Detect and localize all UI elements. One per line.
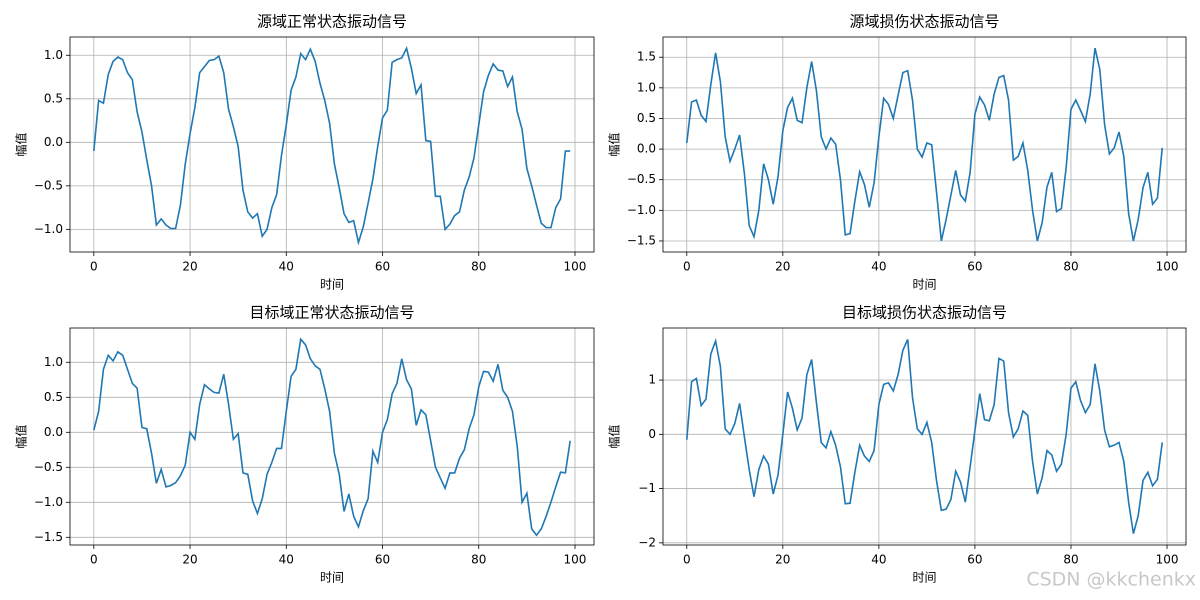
y-tick-label: −1.5 [34,530,63,544]
y-tick-label: −1.5 [627,233,656,247]
x-tick-label: 20 [182,553,197,567]
x-tick-label: 100 [1156,260,1179,274]
x-tick-label: 0 [90,553,98,567]
x-tick-label: 40 [279,260,294,274]
y-tick-label: −2 [638,535,656,549]
axes-frame [69,36,595,253]
x-tick-label: 40 [871,260,886,274]
y-axis-label: 幅值 [14,424,29,448]
x-tick-label: 80 [471,260,486,274]
line-series [685,338,1164,534]
y-tick-label: −1 [638,481,656,495]
x-axis-label: 时间 [912,571,936,585]
y-tick-label: 0.0 [44,425,63,439]
y-tick-label: 0.0 [44,135,63,149]
x-tick-label: 60 [375,553,390,567]
x-tick-label: 20 [182,260,197,274]
x-tick-label: 0 [683,553,691,567]
x-tick-label: 0 [90,260,98,274]
line-series [685,47,1164,242]
y-tick-label: 1 [648,373,656,387]
y-axis-label: 幅值 [607,132,622,156]
x-tick-label: 80 [471,553,486,567]
chart-title: 目标域正常状态振动信号 [249,304,414,322]
y-tick-label: −1.0 [34,495,63,509]
y-tick-label: −0.5 [34,460,63,474]
y-tick-label: 0 [648,427,656,441]
y-tick-label: 0.0 [637,142,656,156]
x-tick-label: 20 [775,260,790,274]
y-tick-label: −0.5 [627,172,656,186]
y-tick-label: 1.0 [637,80,656,94]
chart-title: 源域正常状态振动信号 [257,13,407,31]
x-tick-label: 100 [1156,553,1179,567]
x-tick-label: 80 [1063,260,1078,274]
chart-title: 目标域损伤状态振动信号 [842,304,1007,322]
x-tick-label: 20 [775,553,790,567]
x-axis-label: 时间 [912,278,936,292]
x-tick-label: 80 [1063,553,1078,567]
x-tick-label: 60 [967,553,982,567]
y-tick-label: 1.5 [637,50,656,64]
y-tick-label: 1.0 [44,355,63,369]
y-tick-label: 0.5 [44,390,63,404]
axes-frame [662,327,1187,546]
x-tick-label: 60 [375,260,390,274]
x-axis-label: 时间 [320,571,344,585]
line-series [93,46,571,246]
axes-frame [662,36,1187,253]
x-tick-label: 100 [564,260,587,274]
x-tick-label: 40 [279,553,294,567]
x-tick-label: 60 [967,260,982,274]
x-tick-label: 0 [683,260,691,274]
y-tick-label: 0.5 [44,91,63,105]
axes-frame [69,327,595,546]
y-tick-label: −1.0 [34,222,63,236]
watermark: CSDN @kkchenkx [1026,569,1196,591]
y-tick-label: −1.0 [627,203,656,217]
y-axis-label: 幅值 [607,424,622,448]
line-series [93,337,571,537]
x-tick-label: 100 [564,553,587,567]
y-tick-label: 1.0 [44,48,63,62]
y-axis-label: 幅值 [14,132,29,156]
x-tick-label: 40 [871,553,886,567]
chart-title: 源域损伤状态振动信号 [849,13,999,31]
y-tick-label: −0.5 [34,178,63,192]
y-tick-label: 0.5 [637,111,656,125]
x-axis-label: 时间 [320,278,344,292]
